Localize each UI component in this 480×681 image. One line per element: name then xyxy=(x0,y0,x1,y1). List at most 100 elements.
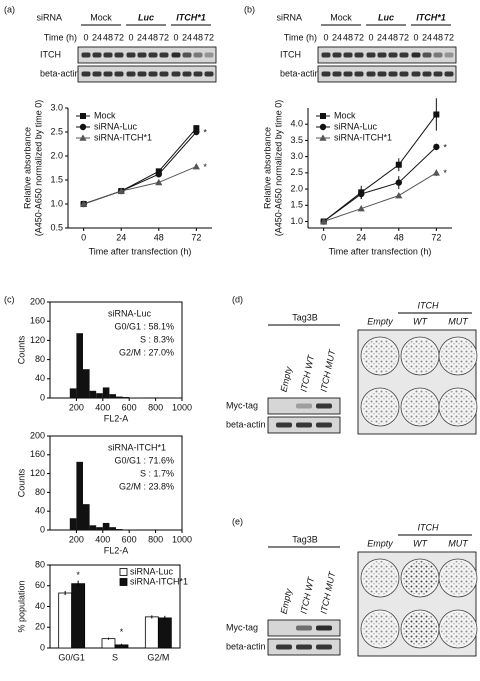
y-axis-title: (A450-A650 normalized by time 0) xyxy=(273,100,283,237)
y-tick-label: 40 xyxy=(35,506,45,516)
marker xyxy=(156,171,162,177)
series-line xyxy=(324,147,437,222)
time-value: 72 xyxy=(354,32,364,42)
y-axis-title: Counts xyxy=(16,335,26,364)
annotation: * xyxy=(203,127,207,137)
band xyxy=(355,72,364,77)
band xyxy=(183,72,192,77)
x-axis-title: Time after transfection (h) xyxy=(329,246,432,256)
time-value: 0 xyxy=(83,32,88,42)
lane-label: Empty xyxy=(278,365,293,393)
band xyxy=(367,53,376,58)
y-tick-label: 1.5 xyxy=(50,174,63,184)
y-tick-label: 80 xyxy=(35,354,45,364)
series-line xyxy=(324,173,437,222)
colonies xyxy=(403,339,437,373)
marker xyxy=(396,179,402,185)
row-label: Myc-tag xyxy=(226,400,258,410)
marker xyxy=(433,144,439,150)
group-label: ITCH*1 xyxy=(176,12,206,22)
band xyxy=(333,53,342,58)
annotation: G2/M : 23.8% xyxy=(119,481,174,491)
plate-column: Empty xyxy=(367,316,393,326)
band xyxy=(344,72,353,77)
row-label: beta-actin xyxy=(226,419,266,429)
band xyxy=(149,72,158,77)
x-tick-label: 48 xyxy=(394,232,404,242)
x-tick-label: 48 xyxy=(154,232,164,242)
y-tick-label: 3.0 xyxy=(290,151,303,161)
y-axis-title: Relative absorbance xyxy=(22,127,32,209)
header-label: Tag3B xyxy=(292,312,318,322)
band xyxy=(296,645,312,650)
x-tick-label: 0 xyxy=(81,232,86,242)
legend-swatch xyxy=(120,579,127,586)
band xyxy=(205,72,214,77)
y-tick-label: 2.0 xyxy=(50,150,63,160)
lane-label: ITCH MUT xyxy=(318,569,337,615)
legend-label: siRNA-ITCH*1 xyxy=(334,132,392,142)
band xyxy=(333,72,342,77)
y-tick-label: 3.0 xyxy=(50,102,63,112)
y-tick-label: 160 xyxy=(30,449,45,459)
y-tick-label: 160 xyxy=(30,316,45,326)
x-tick-label: 1000 xyxy=(172,534,192,544)
x-tick-label: 600 xyxy=(122,534,137,544)
time-value: 24 xyxy=(377,32,387,42)
group-label: ITCH*1 xyxy=(416,12,446,22)
row-label: beta-actin xyxy=(40,68,80,78)
histogram-bar xyxy=(83,504,90,530)
band xyxy=(276,645,292,650)
y-axis-title: Counts xyxy=(16,468,26,497)
x-tick-label: 800 xyxy=(148,402,163,412)
annotation: G0/G1 : 71.6% xyxy=(114,455,174,465)
annotation: * xyxy=(203,162,207,172)
band xyxy=(412,72,421,77)
y-tick-label: 4.0 xyxy=(290,119,303,129)
colonies xyxy=(403,612,437,646)
group-label: Luc xyxy=(378,12,394,22)
plate-header: ITCH xyxy=(418,300,439,310)
panel-label: (a) xyxy=(4,4,15,14)
band xyxy=(322,72,331,77)
plate-column: WT xyxy=(413,538,428,548)
band xyxy=(127,72,136,77)
y-tick-label: 2.0 xyxy=(290,183,303,193)
lane-label: ITCH MUT xyxy=(318,347,337,393)
x-tick-label: 800 xyxy=(148,534,163,544)
band xyxy=(389,72,398,77)
marker xyxy=(396,162,402,168)
time-value: 72 xyxy=(444,32,454,42)
annotation: siRNA-ITCH*1 xyxy=(108,442,166,452)
legend-label: siRNA-ITCH*1 xyxy=(94,132,152,142)
time-value: 0 xyxy=(128,32,133,42)
histogram-bar xyxy=(123,397,130,398)
x-tick-label: 24 xyxy=(116,232,126,242)
legend-swatch xyxy=(120,569,127,576)
marker xyxy=(320,113,326,119)
x-axis-title: Time after transfection (h) xyxy=(89,246,192,256)
group-label: Luc xyxy=(138,12,154,22)
time-value: 48 xyxy=(193,32,203,42)
histogram-bar xyxy=(103,387,110,398)
plate-column: MUT xyxy=(448,538,469,548)
colonies xyxy=(363,390,397,424)
group-label: Mock xyxy=(90,12,112,22)
band xyxy=(93,72,102,77)
y-tick-label: 60 xyxy=(35,580,45,590)
band xyxy=(93,53,102,58)
x-tick-label: 72 xyxy=(191,232,201,242)
band xyxy=(205,53,214,58)
band xyxy=(172,53,181,58)
histogram-bar xyxy=(70,518,77,530)
header-label: siRNA xyxy=(36,12,62,22)
colonies xyxy=(441,561,475,595)
marker xyxy=(358,191,364,197)
time-value: 0 xyxy=(368,32,373,42)
y-tick-label: 1.0 xyxy=(290,216,303,226)
x-tick-label: 1000 xyxy=(172,402,192,412)
time-value: 48 xyxy=(433,32,443,42)
plate-header: ITCH xyxy=(418,522,439,532)
colonies xyxy=(441,612,475,646)
